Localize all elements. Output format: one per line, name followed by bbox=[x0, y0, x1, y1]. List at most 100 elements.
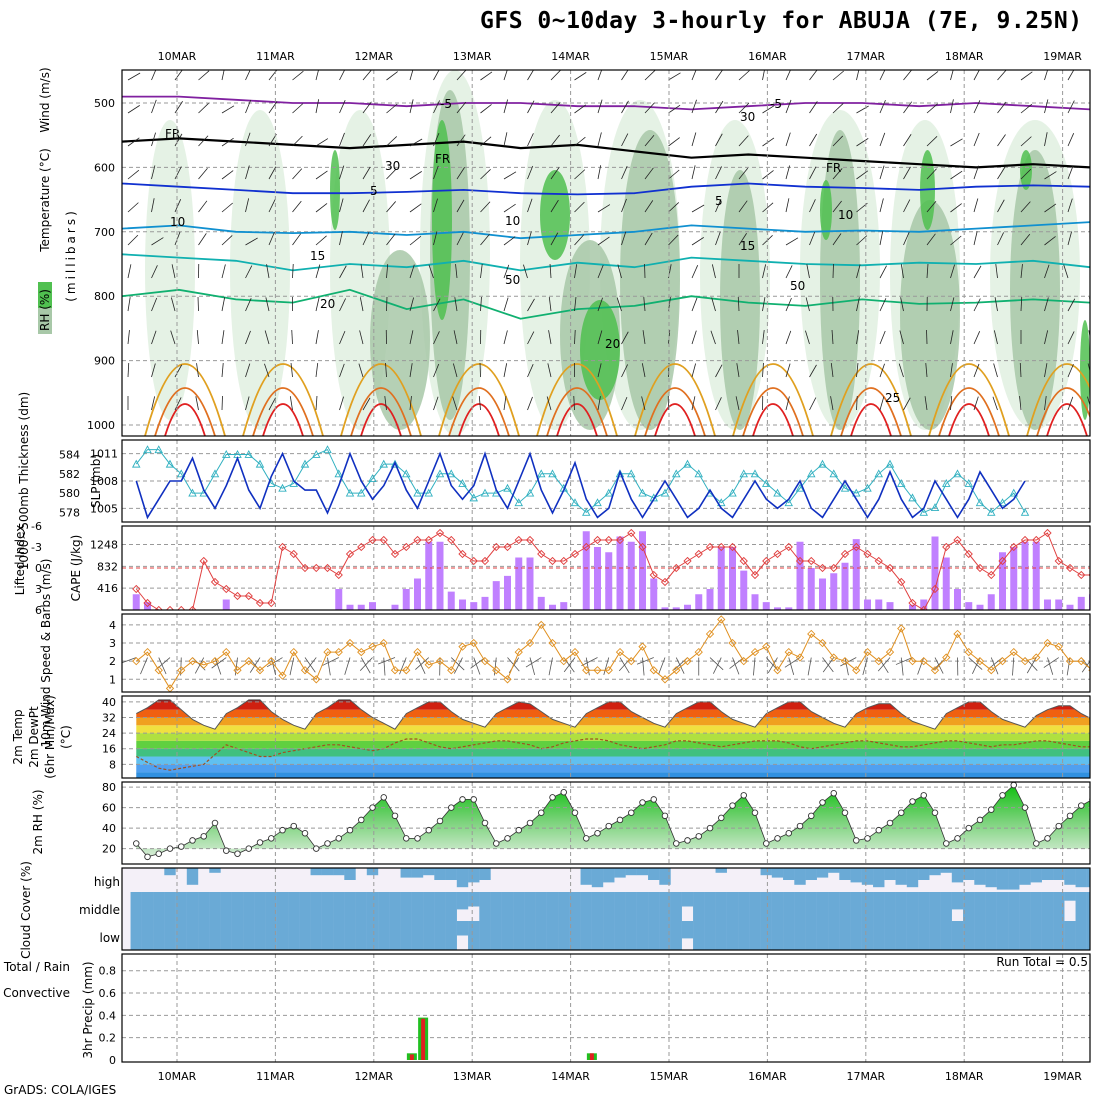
thickness-series-point bbox=[660, 488, 670, 497]
li-series-point bbox=[312, 563, 321, 573]
contour-label: FR bbox=[826, 161, 841, 175]
li-series-point bbox=[492, 542, 501, 552]
wind-speed-series-point bbox=[334, 647, 343, 657]
wind-barb bbox=[710, 330, 716, 345]
wind-barb bbox=[456, 199, 465, 213]
wind-speed-series-point bbox=[233, 666, 242, 675]
rh-series-point bbox=[155, 850, 162, 858]
wind-barb bbox=[362, 232, 370, 246]
cloud-cell bbox=[1019, 921, 1031, 950]
wind-barb bbox=[738, 135, 749, 147]
cloud-cell bbox=[220, 892, 232, 921]
wind-barb bbox=[785, 330, 792, 345]
rh-series-point bbox=[222, 847, 230, 854]
wind-barb bbox=[668, 104, 681, 114]
wind-barb bbox=[691, 330, 697, 345]
wind-barb bbox=[453, 330, 458, 345]
wind-barb bbox=[409, 99, 414, 114]
wind-speed-series-point bbox=[413, 647, 422, 657]
cape-bar bbox=[582, 531, 590, 610]
wind-barb bbox=[127, 137, 140, 147]
wind-barb bbox=[1067, 165, 1074, 180]
wind-speed-series-point bbox=[852, 666, 861, 675]
wind-barb bbox=[315, 330, 319, 345]
wind-barb bbox=[950, 330, 954, 345]
wind-barb bbox=[266, 657, 283, 668]
wind-barb bbox=[433, 165, 439, 180]
wind-barb bbox=[729, 657, 744, 669]
rh-series-point bbox=[560, 789, 568, 796]
li-series-point bbox=[435, 528, 445, 538]
wind-speed-series-point bbox=[975, 657, 985, 666]
li-series-point bbox=[1043, 528, 1052, 538]
cloud-cell bbox=[411, 892, 424, 921]
wind-speed-series-point bbox=[300, 666, 310, 675]
wind-barb bbox=[409, 171, 422, 180]
wind-barb bbox=[1019, 396, 1022, 411]
li-series-point bbox=[1065, 563, 1075, 573]
wind-barb bbox=[879, 198, 884, 213]
wind-barb bbox=[550, 102, 561, 114]
isotherm-warm bbox=[742, 387, 804, 436]
date-label: 17MAR bbox=[846, 50, 885, 63]
date-label: 11MAR bbox=[256, 1070, 295, 1083]
wind-speed-series-point bbox=[402, 666, 411, 675]
rh-shade bbox=[620, 130, 680, 430]
wind-barb bbox=[715, 133, 723, 147]
grid-horizontal bbox=[122, 624, 1090, 680]
cape-bar bbox=[706, 589, 714, 610]
wind-barb bbox=[597, 70, 603, 81]
cloud-cell bbox=[794, 921, 806, 950]
cloud-cell bbox=[839, 921, 851, 950]
wind-barb bbox=[473, 657, 481, 675]
wind-barb bbox=[807, 657, 812, 676]
footer-credit: GrADS: COLA/IGES bbox=[4, 1083, 117, 1097]
thickness-series-point bbox=[525, 488, 535, 497]
cloud-cell bbox=[1064, 921, 1076, 950]
wind-barb bbox=[245, 298, 252, 312]
wind-barb bbox=[268, 199, 276, 213]
wind-barb bbox=[1063, 264, 1069, 279]
wind-speed-series-point bbox=[672, 666, 681, 675]
y-tick-label: 32 bbox=[102, 711, 116, 724]
cloud-cell bbox=[603, 868, 615, 883]
wind-barb bbox=[480, 71, 493, 81]
wind-barb bbox=[993, 363, 998, 378]
li-series-point bbox=[593, 535, 602, 545]
wind-barb bbox=[384, 396, 387, 411]
wind-barb bbox=[292, 233, 302, 246]
rh-series-point bbox=[493, 840, 500, 847]
cloud-cell bbox=[1075, 892, 1087, 921]
wind-speed-series-point bbox=[942, 653, 951, 662]
isotherm-warm bbox=[350, 387, 412, 436]
wind-barb bbox=[456, 70, 467, 81]
y-tick-label: 1 bbox=[109, 673, 116, 686]
cloud-cell bbox=[513, 921, 525, 950]
cape-bar bbox=[954, 589, 961, 610]
rh-series-point bbox=[132, 840, 140, 847]
wind-barb bbox=[1044, 203, 1057, 213]
wind-barb bbox=[409, 396, 412, 411]
cloud-plot bbox=[122, 868, 1090, 950]
wind-speed-series-point bbox=[953, 629, 962, 639]
cloud-cell bbox=[175, 892, 187, 921]
cloud-level-label: low bbox=[100, 931, 121, 945]
wind-barb bbox=[315, 235, 327, 246]
wind-barb bbox=[198, 233, 207, 246]
wind-barb bbox=[1067, 396, 1074, 411]
cape-bar bbox=[402, 589, 410, 610]
wind-barb bbox=[1020, 168, 1032, 180]
wind-barb bbox=[245, 237, 258, 246]
wind-barb bbox=[290, 363, 293, 378]
y-tick-label: 0.2 bbox=[99, 1032, 117, 1045]
cloud-cell bbox=[726, 892, 739, 921]
y2-tick-label: 582 bbox=[59, 468, 80, 481]
thickness-series-point bbox=[311, 450, 321, 458]
date-label: 17MAR bbox=[846, 1070, 885, 1083]
grid-horizontal bbox=[122, 453, 1090, 509]
wind-barb bbox=[1020, 264, 1023, 279]
y-tick-label: 4 bbox=[109, 619, 116, 632]
cloud-cell bbox=[411, 868, 424, 878]
cloud-cell bbox=[355, 921, 367, 950]
precip-conv-bar bbox=[589, 1053, 594, 1060]
